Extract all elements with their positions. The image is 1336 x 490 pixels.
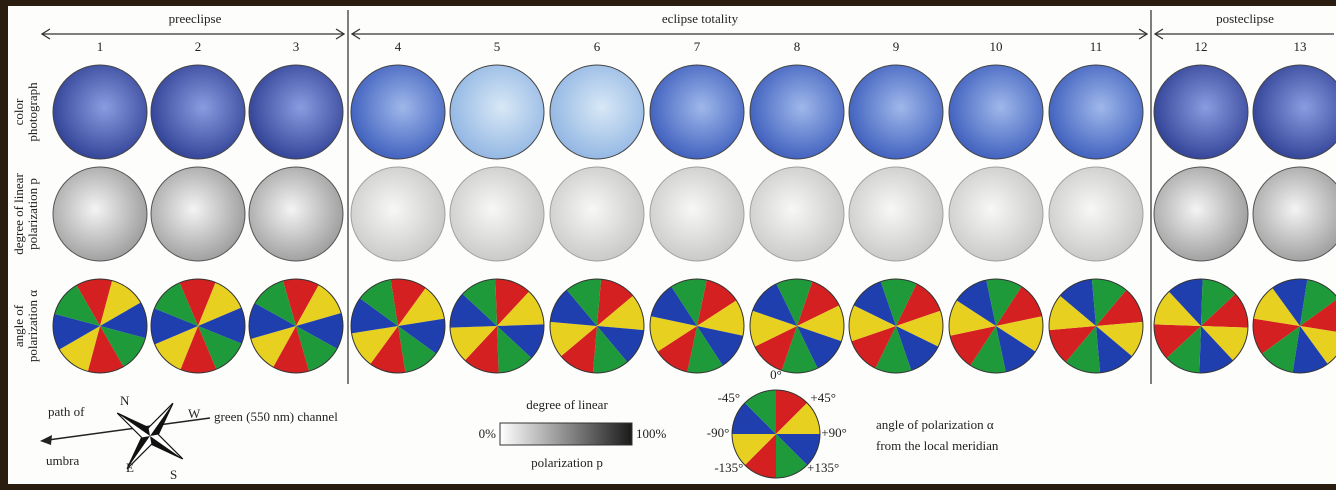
channel-label: green (550 nm) channel (214, 409, 338, 424)
row-label: color (11, 98, 26, 125)
aop-image (949, 279, 1043, 373)
legend-text: angle of polarization α (876, 417, 994, 432)
color-photo (1154, 65, 1248, 159)
aop-image (849, 279, 943, 373)
column-number: 5 (494, 39, 501, 54)
row-label: polarization α (25, 290, 40, 362)
column-number: 13 (1294, 39, 1307, 54)
row-label: polarization p (25, 178, 40, 250)
dolp-image (351, 167, 445, 261)
color-photo (1049, 65, 1143, 159)
aop-tick-label: -45° (718, 390, 741, 405)
compass-label: S (170, 467, 177, 482)
phase-label: posteclipse (1216, 11, 1274, 26)
column-number: 10 (990, 39, 1003, 54)
dolp-image (249, 167, 343, 261)
color-photo (550, 65, 644, 159)
aop-tick-label: +45° (810, 390, 836, 405)
legend-text: from the local meridian (876, 438, 999, 453)
aop-tick-label: +135° (807, 460, 839, 475)
row-labels: colorphotographdegree of linearpolarizat… (11, 82, 40, 362)
aop-image (53, 279, 147, 373)
dolp-image (750, 167, 844, 261)
aop-tick-label: +90° (821, 425, 847, 440)
column-number: 3 (293, 39, 300, 54)
dolp-image (849, 167, 943, 261)
dolp-image (1154, 167, 1248, 261)
column-number: 1 (97, 39, 104, 54)
aop-tick-label: 0° (770, 367, 782, 382)
row-label: degree of linear (11, 173, 26, 255)
dolp-image (1049, 167, 1143, 261)
row-label: photograph (25, 82, 40, 142)
dolp-image (650, 167, 744, 261)
aop-image (1154, 279, 1248, 373)
color-photo (750, 65, 844, 159)
dolp-image (450, 167, 544, 261)
aop-image (550, 279, 644, 373)
phase-label: preeclipse (169, 11, 222, 26)
column-number: 9 (893, 39, 900, 54)
column-number: 11 (1090, 39, 1103, 54)
column-number: 7 (694, 39, 701, 54)
row-label: angle of (11, 304, 26, 347)
phase-label: eclipse totality (662, 11, 739, 26)
column-number: 8 (794, 39, 801, 54)
legend-text: 100% (636, 426, 667, 441)
aop-image (750, 279, 844, 373)
compass-label: W (188, 406, 201, 421)
aop-image (151, 279, 245, 373)
dolp-colorbar (500, 423, 632, 445)
column-number: 6 (594, 39, 601, 54)
aop-image (351, 279, 445, 373)
aop-image (450, 279, 544, 373)
legend-text: polarization p (531, 455, 603, 470)
column-number: 2 (195, 39, 202, 54)
compass-label: N (120, 393, 130, 408)
aop-image (1049, 279, 1143, 373)
color-photo (151, 65, 245, 159)
color-photo (351, 65, 445, 159)
aop-tick-label: 180° (764, 483, 789, 490)
legend-text: umbra (46, 453, 79, 468)
color-photo (949, 65, 1043, 159)
figure: preeclipse eclipse totality posteclipse … (0, 0, 1336, 490)
legend-text: 0% (479, 426, 497, 441)
aop-image (249, 279, 343, 373)
dolp-image (151, 167, 245, 261)
aop-image (650, 279, 744, 373)
color-photo (650, 65, 744, 159)
legend-text: degree of linear (526, 397, 608, 412)
color-photo (450, 65, 544, 159)
page: preeclipse eclipse totality posteclipse … (0, 0, 1336, 490)
aop-tick-label: -135° (714, 460, 743, 475)
dolp-image (53, 167, 147, 261)
legend-text: path of (48, 404, 85, 419)
color-photo (849, 65, 943, 159)
compass-label: E (126, 460, 134, 475)
column-number: 12 (1195, 39, 1208, 54)
aop-tick-label: -90° (707, 425, 730, 440)
color-photo (249, 65, 343, 159)
dolp-image (550, 167, 644, 261)
color-photo (53, 65, 147, 159)
dolp-image (949, 167, 1043, 261)
column-number: 4 (395, 39, 402, 54)
